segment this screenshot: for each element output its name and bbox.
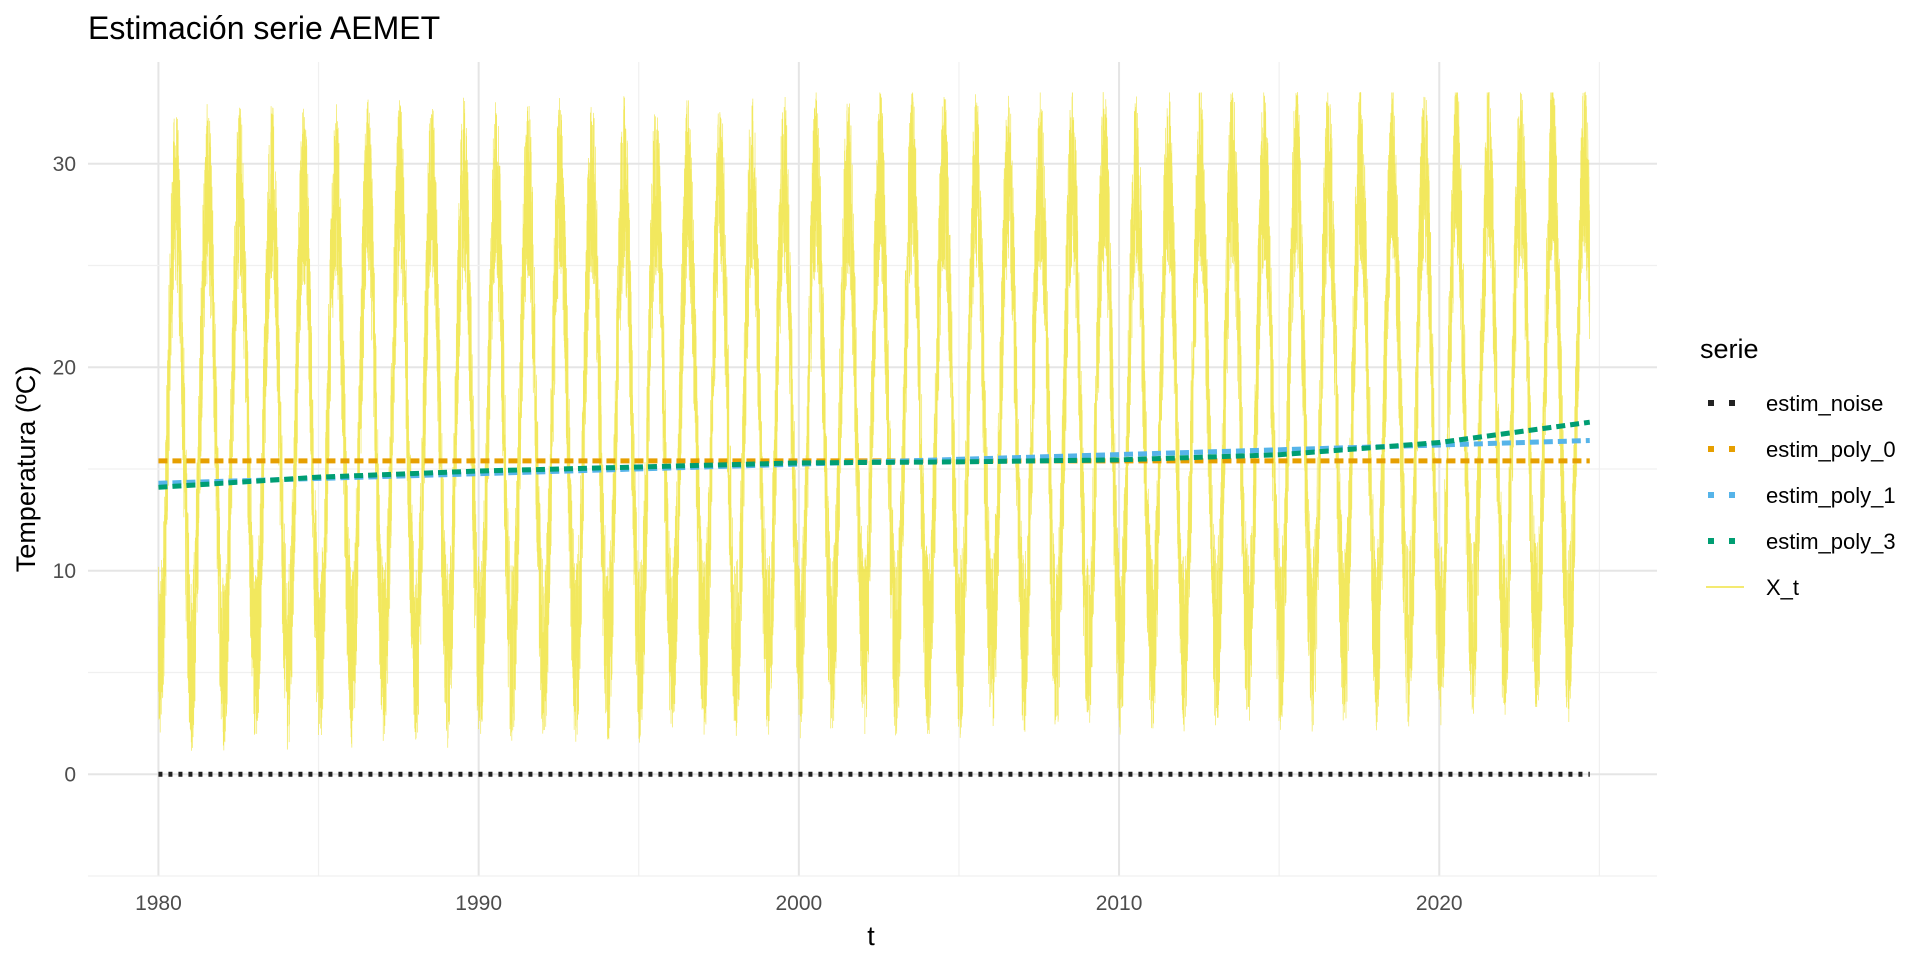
x-tick-label: 1990 — [455, 892, 502, 915]
estimate-lines — [158, 419, 1591, 777]
chart-title: Estimación serie AEMET — [88, 10, 440, 46]
y-tick-label: 10 — [53, 560, 76, 583]
legend-label-estim-poly-0: estim_poly_0 — [1766, 437, 1896, 462]
y-tick-label: 20 — [53, 356, 76, 379]
series-line-x-t — [158, 91, 1591, 751]
legend-label-estim-poly-3: estim_poly_3 — [1766, 529, 1896, 554]
legend-label-X-t: X_t — [1766, 575, 1799, 600]
y-axis-ticks: 0 10 20 30 — [53, 153, 76, 787]
legend-title: serie — [1700, 334, 1759, 364]
series-line-estim-poly-3 — [158, 419, 1591, 490]
x-axis-ticks: 1980 1990 2000 2010 2020 — [135, 892, 1463, 915]
x-tick-label: 1980 — [135, 892, 182, 915]
x-tick-label: 2020 — [1416, 892, 1463, 915]
x-axis-title: t — [867, 921, 875, 951]
legend: serie estim_noise estim_poly_0 estim_poly_… — [1700, 334, 1896, 600]
legend-label-estim-poly-1: estim_poly_1 — [1766, 483, 1896, 508]
x-tick-label: 2010 — [1096, 892, 1143, 915]
y-axis-title: Temperatura (ºC) — [11, 366, 41, 572]
y-tick-label: 30 — [53, 153, 76, 176]
legend-label-estim-noise: estim_noise — [1766, 391, 1883, 416]
x-t-series — [158, 91, 1591, 751]
y-tick-label: 0 — [64, 763, 76, 786]
x-tick-label: 2000 — [775, 892, 822, 915]
